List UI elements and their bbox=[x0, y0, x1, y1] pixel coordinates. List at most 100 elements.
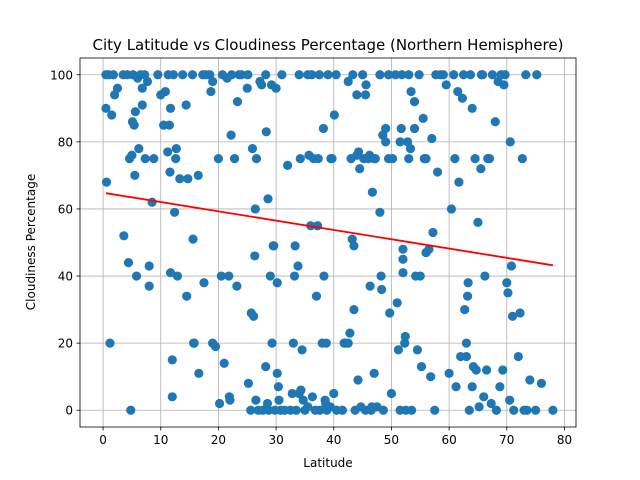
data-point bbox=[393, 345, 403, 355]
data-point bbox=[225, 395, 235, 405]
data-point bbox=[353, 375, 363, 385]
data-point bbox=[287, 388, 297, 399]
data-point bbox=[265, 271, 275, 281]
data-point bbox=[307, 70, 317, 80]
x-tick-label: 80 bbox=[557, 433, 572, 447]
data-point bbox=[503, 288, 513, 298]
data-point bbox=[261, 127, 271, 137]
data-point bbox=[249, 311, 259, 321]
data-point bbox=[291, 405, 301, 415]
data-point bbox=[149, 154, 159, 164]
data-points bbox=[101, 70, 558, 415]
data-point bbox=[430, 405, 440, 415]
data-point bbox=[500, 70, 510, 80]
data-point bbox=[415, 271, 425, 281]
data-point bbox=[486, 398, 496, 409]
data-point bbox=[130, 107, 140, 117]
data-point bbox=[426, 372, 436, 382]
data-point bbox=[263, 405, 274, 415]
x-tick-label: 10 bbox=[153, 433, 168, 447]
data-point bbox=[499, 80, 509, 90]
data-point bbox=[219, 358, 229, 368]
data-point bbox=[193, 170, 203, 181]
data-point bbox=[134, 143, 144, 154]
x-tick-label: 20 bbox=[211, 433, 226, 447]
data-point bbox=[398, 254, 408, 264]
data-point bbox=[323, 70, 333, 80]
data-point bbox=[194, 368, 204, 378]
data-point bbox=[522, 405, 532, 415]
data-point bbox=[479, 392, 489, 402]
data-point bbox=[352, 90, 362, 100]
data-point bbox=[297, 345, 307, 355]
data-point bbox=[395, 137, 405, 147]
data-point bbox=[409, 123, 420, 134]
x-tick-label: 30 bbox=[268, 433, 283, 447]
data-point bbox=[432, 167, 443, 177]
data-point bbox=[232, 97, 243, 107]
data-point bbox=[315, 405, 325, 415]
data-point bbox=[424, 244, 434, 254]
data-point bbox=[446, 204, 457, 214]
data-point bbox=[457, 93, 467, 103]
data-point bbox=[464, 405, 474, 415]
data-point bbox=[375, 70, 385, 80]
data-point bbox=[296, 385, 306, 395]
data-point bbox=[470, 154, 480, 164]
data-point bbox=[449, 70, 459, 80]
data-point bbox=[396, 123, 406, 134]
data-point bbox=[414, 70, 424, 80]
data-point bbox=[277, 70, 287, 80]
data-point bbox=[318, 123, 328, 134]
data-point bbox=[137, 83, 147, 93]
data-point bbox=[531, 405, 541, 415]
x-tick-label: 60 bbox=[441, 433, 456, 447]
data-point bbox=[462, 291, 473, 301]
data-point bbox=[126, 405, 136, 415]
data-point bbox=[119, 231, 129, 241]
data-point bbox=[274, 395, 284, 405]
data-point bbox=[182, 291, 192, 301]
data-point bbox=[251, 154, 262, 164]
y-tick-label: 40 bbox=[58, 270, 73, 284]
data-point bbox=[375, 207, 385, 217]
data-point bbox=[498, 365, 508, 375]
regression-line-segment bbox=[105, 192, 554, 267]
data-point bbox=[165, 268, 176, 278]
data-point bbox=[140, 154, 150, 164]
data-point bbox=[385, 308, 395, 318]
data-point bbox=[495, 382, 505, 392]
data-point bbox=[487, 70, 497, 80]
data-point bbox=[243, 378, 254, 388]
data-point bbox=[476, 164, 486, 174]
data-point bbox=[465, 70, 476, 80]
data-point bbox=[319, 271, 329, 281]
data-point bbox=[311, 291, 322, 301]
data-point bbox=[369, 368, 379, 378]
data-point bbox=[313, 221, 323, 231]
x-tick-label: 40 bbox=[326, 433, 341, 447]
data-point bbox=[160, 86, 170, 97]
data-point bbox=[507, 311, 518, 321]
data-point bbox=[404, 70, 414, 80]
data-point bbox=[187, 70, 198, 80]
data-point bbox=[345, 328, 355, 338]
data-point bbox=[144, 261, 154, 271]
data-point bbox=[418, 113, 428, 123]
regression-line bbox=[105, 192, 554, 267]
data-point bbox=[381, 123, 391, 134]
data-point bbox=[250, 204, 260, 214]
data-point bbox=[355, 164, 365, 174]
data-point bbox=[365, 281, 375, 291]
data-point bbox=[227, 70, 237, 80]
data-point bbox=[525, 375, 535, 385]
data-point bbox=[343, 76, 353, 87]
y-tick-label: 80 bbox=[58, 135, 73, 149]
data-point bbox=[387, 154, 398, 164]
data-point bbox=[214, 398, 225, 409]
data-point bbox=[127, 150, 137, 160]
data-point bbox=[208, 76, 218, 87]
data-point bbox=[272, 278, 282, 288]
data-point bbox=[349, 304, 359, 315]
data-point bbox=[327, 154, 337, 164]
